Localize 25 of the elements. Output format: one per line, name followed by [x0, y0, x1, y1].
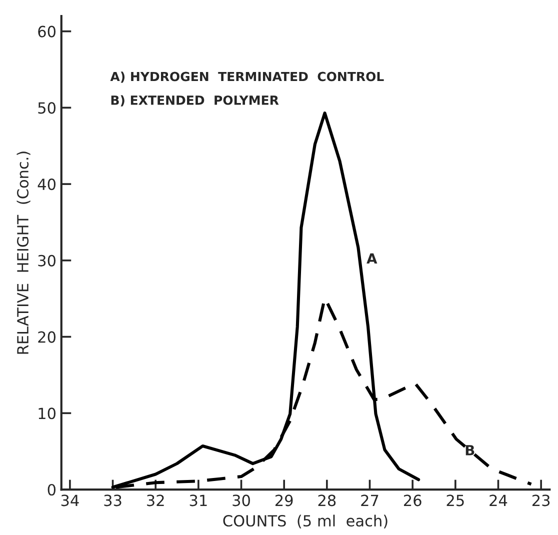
x-tick-label: 28 — [318, 494, 336, 506]
x-tick-label: 26 — [404, 494, 422, 506]
x-axis-title: COUNTS (5 ml each) — [223, 514, 388, 528]
x-tick-label: 29 — [275, 494, 293, 506]
x-tick-label: 31 — [190, 494, 207, 506]
x-tick-label: 32 — [147, 494, 164, 506]
x-tick-label: 30 — [232, 494, 250, 506]
x-tick-label: 34 — [61, 494, 79, 506]
y-tick-label: 10 — [38, 408, 56, 420]
annotation: A — [366, 253, 378, 264]
y-tick-label: 40 — [38, 178, 56, 190]
y-tick-label: 60 — [38, 26, 56, 38]
y-axis-title: RELATIVE HEIGHT (Conc.) — [16, 152, 30, 354]
annotation: A) HYDROGEN TERMINATED CONTROL — [110, 72, 384, 83]
y-tick-label: 50 — [38, 102, 56, 114]
x-tick-label: 25 — [446, 494, 464, 506]
annotation: B) EXTENDED POLYMER — [111, 95, 279, 106]
x-tick-label: 24 — [490, 494, 508, 506]
y-tick-label: 20 — [38, 331, 56, 343]
y-tick-label: 0 — [48, 484, 56, 496]
x-tick-label: 27 — [361, 494, 378, 506]
annotation: B — [466, 445, 474, 456]
x-tick-label: 23 — [532, 494, 550, 506]
y-tick-label: 30 — [38, 254, 56, 266]
x-tick-label: 33 — [104, 494, 122, 506]
